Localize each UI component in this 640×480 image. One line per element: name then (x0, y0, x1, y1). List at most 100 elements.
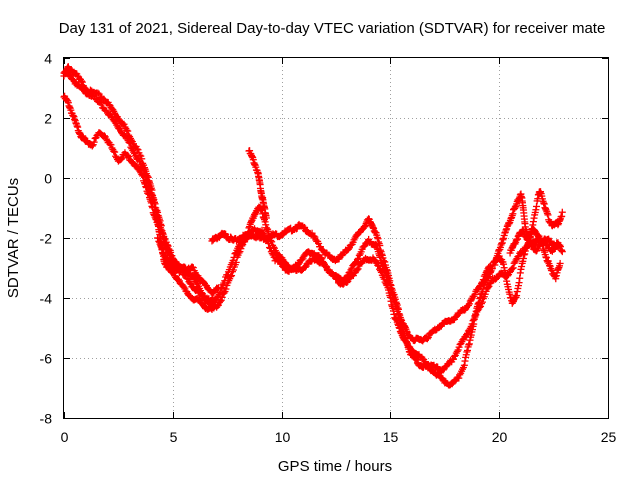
data-point (174, 275, 182, 283)
data-point (180, 283, 188, 291)
data-point (464, 301, 472, 309)
data-point (558, 248, 566, 256)
data-point (135, 157, 143, 165)
y-tick-label: -2 (40, 231, 53, 247)
data-point (228, 272, 236, 280)
data-point (134, 146, 142, 154)
data-point (124, 127, 132, 135)
data-point (471, 290, 479, 298)
data-point (88, 142, 96, 150)
data-point (219, 281, 227, 289)
y-tick-label: -8 (40, 411, 53, 427)
y-axis-label: SDTVAR / TECUs (5, 178, 22, 298)
data-point (216, 297, 224, 305)
data-point (463, 331, 471, 339)
data-point (217, 284, 225, 292)
axis-ticks: 0 5 10 15 20 25 -8 -6 -4 -2 0 2 4 (40, 51, 617, 446)
data-point (355, 251, 363, 259)
data-point (258, 226, 266, 234)
data-point (423, 335, 431, 343)
data-point (117, 155, 125, 163)
data-point (456, 371, 464, 379)
series-track-3 (60, 92, 564, 389)
series-track-1 (60, 63, 222, 297)
data-point (111, 148, 119, 156)
data-point (96, 99, 104, 107)
chart-title: Day 131 of 2021, Sidereal Day-to-day VTE… (59, 20, 606, 37)
data-point (181, 263, 189, 271)
data-point (90, 138, 98, 146)
x-tick-label: 15 (383, 429, 399, 445)
data-point (69, 76, 77, 84)
data-point (476, 303, 484, 311)
data-point (453, 347, 461, 355)
data-point (480, 272, 488, 280)
data-point (353, 255, 361, 263)
y-tick-label: 2 (44, 111, 52, 127)
data-point (353, 266, 361, 274)
data-point (77, 77, 85, 85)
x-tick-label: 5 (170, 429, 178, 445)
data-point (469, 317, 477, 325)
grid-lines (64, 58, 608, 418)
y-tick-label: 4 (44, 51, 52, 67)
x-tick-label: 20 (492, 429, 508, 445)
series-track-6 (245, 147, 270, 222)
data-point (126, 139, 134, 147)
data-point (310, 232, 318, 240)
x-tick-label: 0 (61, 429, 69, 445)
data-point (110, 147, 118, 155)
data-point (375, 262, 383, 270)
data-point (265, 244, 273, 252)
data-point (522, 244, 530, 252)
data-point (130, 148, 138, 156)
data-point (298, 256, 306, 264)
data-point (372, 258, 380, 266)
data-point (186, 279, 194, 287)
y-tick-label: 0 (44, 171, 52, 187)
data-point (478, 298, 486, 306)
data-point (230, 253, 238, 261)
data-point (344, 245, 352, 253)
data-point (468, 320, 476, 328)
data-point (484, 283, 492, 291)
data-point (66, 70, 74, 78)
y-tick-label: -4 (40, 291, 53, 307)
plot-frame (63, 57, 609, 419)
data-point (455, 374, 463, 382)
data-point (556, 259, 564, 267)
data-point (266, 244, 274, 252)
x-tick-label: 10 (275, 429, 291, 445)
data-point (477, 300, 485, 308)
data-point (229, 256, 237, 264)
data-point (294, 260, 302, 268)
data-point (477, 279, 485, 287)
data-point (343, 279, 351, 287)
x-tick-label: 25 (601, 429, 617, 445)
data-point (268, 250, 276, 258)
y-tick-label: -6 (40, 351, 53, 367)
data-point (221, 277, 229, 285)
data-point (465, 326, 473, 334)
data-point (301, 223, 309, 231)
data-point (479, 276, 487, 284)
data-point (107, 141, 115, 149)
data-point (139, 172, 147, 180)
data-point (354, 265, 362, 273)
data-point (424, 333, 432, 341)
series-track-8 (506, 227, 566, 257)
data-point (374, 261, 382, 269)
data-point (459, 365, 467, 373)
data-point (334, 275, 342, 283)
data-point (125, 153, 133, 161)
data-point (262, 214, 270, 222)
data-point (354, 254, 362, 262)
data-point (189, 264, 197, 272)
x-axis-label: GPS time / hours (278, 458, 392, 475)
data-point (182, 264, 190, 272)
series-track-5 (208, 215, 494, 345)
data-point (138, 171, 146, 179)
data-point (124, 151, 132, 159)
data-point (123, 126, 131, 134)
